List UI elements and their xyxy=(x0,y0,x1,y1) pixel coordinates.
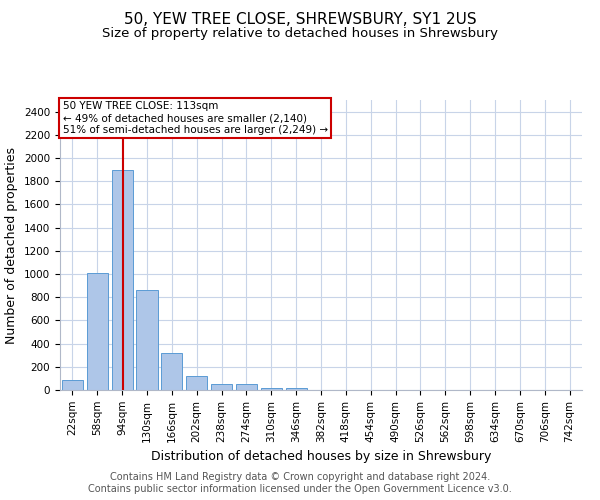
Bar xyxy=(136,290,158,390)
Y-axis label: Number of detached properties: Number of detached properties xyxy=(5,146,19,344)
Bar xyxy=(186,376,207,390)
Text: Contains HM Land Registry data © Crown copyright and database right 2024.
Contai: Contains HM Land Registry data © Crown c… xyxy=(88,472,512,494)
Bar xyxy=(87,273,108,390)
Bar xyxy=(261,388,282,390)
Text: Size of property relative to detached houses in Shrewsbury: Size of property relative to detached ho… xyxy=(102,28,498,40)
Bar xyxy=(62,380,83,390)
Bar xyxy=(286,388,307,390)
Bar xyxy=(236,384,257,390)
X-axis label: Distribution of detached houses by size in Shrewsbury: Distribution of detached houses by size … xyxy=(151,450,491,463)
Text: 50, YEW TREE CLOSE, SHREWSBURY, SY1 2US: 50, YEW TREE CLOSE, SHREWSBURY, SY1 2US xyxy=(124,12,476,28)
Bar xyxy=(112,170,133,390)
Text: 50 YEW TREE CLOSE: 113sqm
← 49% of detached houses are smaller (2,140)
51% of se: 50 YEW TREE CLOSE: 113sqm ← 49% of detac… xyxy=(62,102,328,134)
Bar xyxy=(161,354,182,390)
Bar xyxy=(211,384,232,390)
